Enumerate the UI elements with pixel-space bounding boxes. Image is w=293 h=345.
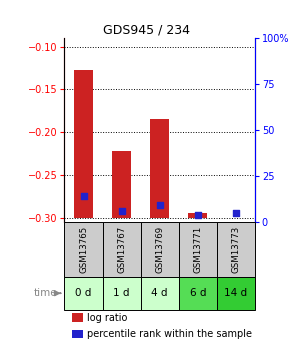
Text: percentile rank within the sample: percentile rank within the sample (87, 329, 252, 339)
Point (119, 208, 124, 214)
Text: log ratio: log ratio (87, 313, 128, 323)
Bar (72, 313, 83, 322)
FancyBboxPatch shape (217, 277, 255, 310)
Text: 14 d: 14 d (224, 288, 247, 298)
FancyBboxPatch shape (179, 277, 217, 310)
Bar (74, 70, 93, 218)
Text: GDS945 / 234: GDS945 / 234 (103, 23, 190, 37)
Text: GSM13767: GSM13767 (117, 226, 126, 273)
FancyBboxPatch shape (64, 222, 103, 277)
Point (234, 210, 238, 216)
Text: GSM13769: GSM13769 (155, 226, 164, 273)
Text: 0 d: 0 d (75, 288, 92, 298)
Text: 6 d: 6 d (190, 288, 206, 298)
Text: 1 d: 1 d (113, 288, 130, 298)
Bar (72, 329, 83, 338)
Point (81, 194, 86, 199)
Bar (188, 214, 207, 218)
Text: GSM13765: GSM13765 (79, 226, 88, 273)
FancyBboxPatch shape (103, 222, 141, 277)
Text: 4 d: 4 d (151, 288, 168, 298)
FancyBboxPatch shape (103, 277, 141, 310)
FancyBboxPatch shape (179, 222, 217, 277)
Point (157, 203, 162, 208)
Bar (112, 151, 131, 218)
FancyBboxPatch shape (64, 277, 103, 310)
Text: GSM13771: GSM13771 (193, 226, 202, 273)
FancyBboxPatch shape (217, 222, 255, 277)
Text: GSM13773: GSM13773 (231, 226, 240, 273)
FancyBboxPatch shape (141, 277, 179, 310)
Bar (150, 119, 169, 218)
Text: time: time (33, 288, 57, 298)
FancyBboxPatch shape (141, 222, 179, 277)
Point (195, 212, 200, 217)
